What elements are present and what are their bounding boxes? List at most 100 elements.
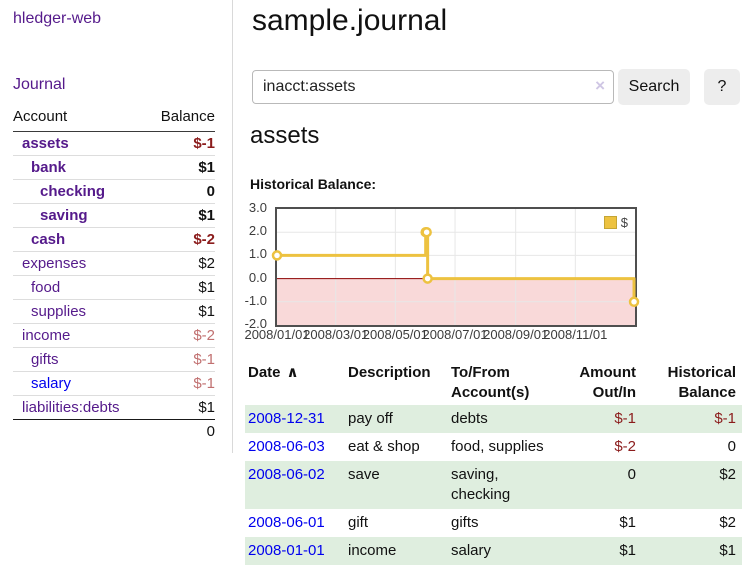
- transaction-date-link[interactable]: 2008-01-01: [248, 542, 325, 559]
- account-balance: $2: [198, 255, 215, 272]
- clear-search-icon[interactable]: ×: [595, 76, 605, 95]
- page-title: sample.journal: [252, 4, 448, 37]
- y-tick-label: -1.0: [244, 292, 267, 308]
- x-tick-label: 2008/11/01: [543, 327, 608, 342]
- amount-cell: $-2: [614, 438, 636, 455]
- accounts-table-header: Account Balance: [13, 105, 215, 132]
- account-row: salary $-1: [13, 371, 215, 395]
- account-row: expenses $2: [13, 251, 215, 275]
- sidebar: hledger-web Journal Account Balance asse…: [0, 0, 233, 453]
- account-row: cash $-2: [13, 227, 215, 251]
- accounts-total-value: 0: [206, 423, 215, 440]
- account-link[interactable]: salary: [31, 375, 72, 392]
- header-line1: Description: [348, 364, 431, 381]
- balance-cell: $1: [719, 542, 736, 559]
- account-link[interactable]: income: [22, 327, 71, 344]
- nav-journal-link[interactable]: Journal: [13, 76, 66, 93]
- account-link[interactable]: food: [31, 279, 61, 296]
- sort-asc-icon: ∧: [286, 364, 299, 381]
- account-row: liabilities:debts $1: [13, 395, 215, 419]
- data-point-marker: [421, 226, 432, 238]
- account-balance: $-2: [193, 327, 215, 344]
- register-col-header: To/From Account(s): [448, 363, 560, 405]
- header-line1: To/From: [451, 364, 510, 381]
- register-body: 2008-12-31 pay off debts $-1 $-1 2008-06-03 ea…: [245, 405, 742, 565]
- register-row: 2008-06-02 save saving, checking 0 $2: [245, 461, 742, 509]
- accounts-cell: debts: [451, 410, 488, 427]
- header-line1: Amount: [579, 364, 636, 381]
- balance-cell: $2: [719, 514, 736, 531]
- y-tick-label: 0.0: [248, 269, 267, 285]
- account-row: food $1: [13, 275, 215, 299]
- account-link[interactable]: supplies: [31, 303, 87, 320]
- y-tick-label: -2.0: [244, 316, 267, 331]
- chart-x-axis: 2008/01/01 2008/03/01 2008/05/01 2008/07/01…: [244, 327, 635, 343]
- transaction-date-link[interactable]: 2008-06-01: [248, 514, 325, 531]
- balance-cell: $-1: [714, 410, 736, 427]
- search-input[interactable]: [252, 70, 614, 104]
- legend-swatch-icon: [603, 216, 617, 229]
- account-link[interactable]: checking: [40, 183, 106, 200]
- register-row: 2008-06-01 gift gifts $1 $2: [245, 509, 742, 537]
- description-cell: income: [348, 542, 397, 559]
- x-tick-label: 2008/01/01: [244, 327, 310, 342]
- accounts-cell: saving, checking: [451, 466, 511, 503]
- x-tick-label: 2008/03/01: [303, 327, 369, 342]
- account-balance: $-1: [193, 351, 215, 368]
- account-link[interactable]: bank: [31, 159, 67, 176]
- data-point-marker: [628, 296, 640, 308]
- x-tick-label: 2008/05/01: [362, 327, 428, 342]
- balance-column-header: Balance: [160, 108, 215, 125]
- balance-cell: $2: [719, 466, 736, 483]
- register-row: 2008-01-01 income salary $1 $1: [245, 537, 742, 565]
- search-button[interactable]: Search: [618, 69, 690, 105]
- account-row: bank $1: [13, 155, 215, 179]
- legend-series-label: $: [620, 215, 628, 230]
- brand-link[interactable]: hledger-web: [13, 10, 102, 27]
- data-point-marker: [422, 273, 433, 284]
- account-link[interactable]: saving: [40, 207, 88, 224]
- register-col-header[interactable]: Date ∧: [245, 363, 345, 405]
- accounts-cell: food, supplies: [451, 438, 544, 455]
- header-line2: Balance: [678, 384, 736, 401]
- amount-cell: $1: [619, 542, 636, 559]
- account-row: income $-2: [13, 323, 215, 347]
- description-cell: gift: [348, 514, 369, 531]
- date-cell: 2008-06-03: [245, 433, 345, 461]
- chart-legend: $: [601, 214, 630, 231]
- account-link[interactable]: liabilities:debts: [22, 399, 120, 416]
- transaction-date-link[interactable]: 2008-12-31: [248, 410, 325, 427]
- date-cell: 2008-06-01: [245, 509, 345, 537]
- accounts-rows: assets $-1 bank $1 checking 0 saving $1 cash $-2 e…: [13, 132, 215, 419]
- account-balance: $-1: [193, 135, 215, 152]
- header-line1: Historical: [667, 364, 736, 381]
- account-link[interactable]: expenses: [22, 255, 87, 272]
- y-tick-label: 2.0: [248, 223, 267, 239]
- date-cell: 2008-06-02: [245, 461, 345, 509]
- y-tick-label: 1.0: [248, 246, 267, 262]
- description-cell: save: [348, 466, 380, 483]
- header-line2: Out/In: [592, 384, 636, 401]
- help-button[interactable]: ?: [704, 69, 740, 105]
- account-link[interactable]: gifts: [31, 351, 59, 368]
- x-tick-label: 2008/09/01: [483, 327, 549, 342]
- account-link[interactable]: assets: [22, 135, 69, 152]
- account-balance: $-2: [193, 231, 215, 248]
- account-row: supplies $1: [13, 299, 215, 323]
- account-row: checking 0: [13, 179, 215, 203]
- account-balance: $1: [198, 207, 215, 224]
- current-account-heading: assets: [250, 122, 320, 149]
- account-balance: 0: [206, 183, 215, 200]
- accounts-cell: salary: [451, 542, 492, 559]
- accounts-table: Account Balance assets $-1 bank $1 checking 0…: [13, 105, 215, 443]
- register-row: 2008-06-03 eat & shop food, supplies $-2 0: [245, 433, 742, 461]
- amount-cell: 0: [627, 466, 636, 483]
- register-row: 2008-12-31 pay off debts $-1 $-1: [245, 405, 742, 433]
- transaction-date-link[interactable]: 2008-06-03: [248, 438, 325, 455]
- account-balance: $1: [198, 279, 215, 296]
- transaction-date-link[interactable]: 2008-06-02: [248, 466, 325, 483]
- account-column-header: Account: [13, 108, 68, 125]
- date-cell: 2008-01-01: [245, 537, 345, 565]
- balance-chart: $: [271, 207, 640, 327]
- account-link[interactable]: cash: [31, 231, 66, 248]
